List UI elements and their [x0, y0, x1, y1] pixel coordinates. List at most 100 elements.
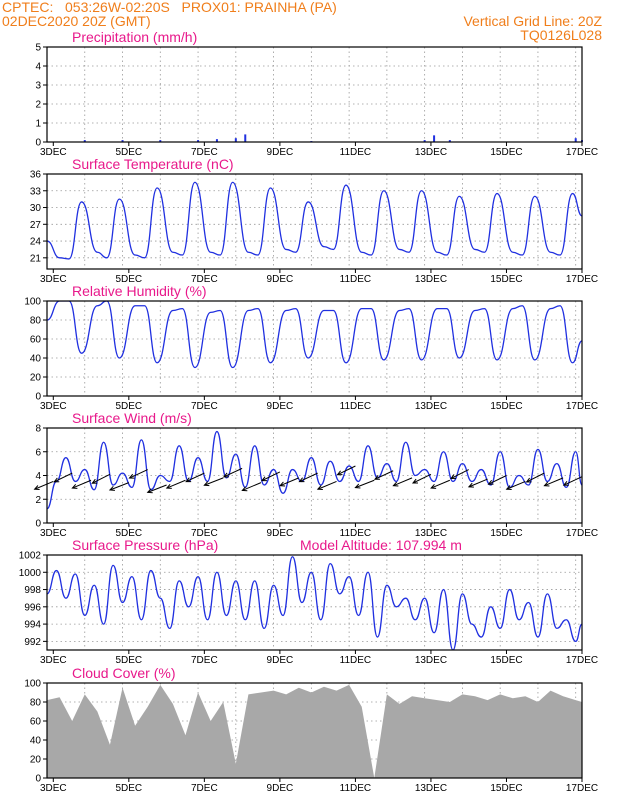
y-tick-label: 0: [35, 138, 41, 149]
x-tick-label: 3DEC: [40, 783, 67, 794]
cloud-panel-title: Cloud Cover (%): [72, 665, 175, 681]
wind-arrow: [373, 470, 394, 480]
panel-frame: [46, 682, 583, 779]
y-tick-label: 60: [30, 717, 42, 728]
panel-frame: [46, 46, 583, 143]
wind-arrow: [392, 477, 413, 487]
wind-arrow: [279, 477, 299, 487]
header-model-code: TQ0126L028: [520, 27, 602, 43]
panel-frame: [46, 173, 583, 270]
y-tick-label: 8: [35, 424, 41, 435]
pressure-panel-title: Surface Pressure (hPa): [72, 537, 218, 553]
x-tick-label: 11DEC: [340, 274, 372, 285]
header-datetime: 02DEC2020 20Z (GMT): [2, 13, 151, 29]
precip-bar: [234, 138, 237, 142]
x-tick-label: 11DEC: [340, 528, 372, 539]
y-tick-label: 60: [30, 335, 42, 346]
x-tick-label: 9DEC: [267, 147, 294, 158]
panel-cloud: 0 20 40 60 80 100 3DEC 5DEC 7DEC 9DEC 11DEC 13DEC 15…: [24, 665, 598, 794]
panel-rh: 0 20 40 60 80 100 3DEC 5DEC 7DEC 9DEC 11DEC 13DEC 15…: [24, 283, 598, 412]
wind-arrow: [487, 475, 507, 485]
wind-arrow: [562, 476, 583, 486]
wind-arrow: [411, 473, 432, 484]
x-tick-label: 17DEC: [566, 401, 598, 412]
x-tick-label: 9DEC: [267, 274, 294, 285]
x-tick-label: 11DEC: [340, 783, 372, 794]
y-tick-label: 996: [24, 602, 41, 613]
wind-arrow: [543, 477, 564, 487]
x-tick-label: 15DEC: [490, 147, 522, 158]
x-tick-label: 17DEC: [566, 528, 598, 539]
x-tick-label: 11DEC: [340, 147, 372, 158]
x-tick-label: 3DEC: [40, 274, 67, 285]
rh-panel-title: Relative Humidity (%): [72, 283, 207, 299]
wind-arrow: [430, 479, 451, 489]
x-tick-label: 3DEC: [40, 528, 67, 539]
x-tick-label: 5DEC: [115, 655, 142, 666]
x-tick-label: 7DEC: [191, 274, 218, 285]
y-tick-label: 1002: [19, 551, 42, 562]
x-tick-label: 17DEC: [566, 655, 598, 666]
rh-series-line: [47, 301, 582, 369]
x-tick-label: 11DEC: [340, 655, 372, 666]
x-tick-label: 13DEC: [415, 274, 447, 285]
wind-arrow: [185, 472, 205, 483]
x-tick-label: 7DEC: [191, 401, 218, 412]
wind-arrow: [316, 480, 337, 491]
x-tick-label: 17DEC: [566, 274, 598, 285]
y-tick-label: 0: [35, 519, 41, 530]
y-tick-label: 998: [24, 585, 41, 596]
x-tick-label: 5DEC: [115, 401, 142, 412]
y-tick-label: 4: [35, 62, 41, 73]
x-tick-label: 5DEC: [115, 274, 142, 285]
wind-arrow: [91, 473, 111, 484]
x-tick-label: 3DEC: [40, 147, 67, 158]
y-tick-label: 100: [24, 297, 41, 308]
wind-series-line: [47, 430, 582, 510]
panel-frame: [46, 300, 583, 397]
y-tick-label: 20: [30, 755, 42, 766]
x-tick-label: 5DEC: [115, 147, 142, 158]
x-tick-label: 15DEC: [490, 528, 522, 539]
header-grid-note: Vertical Grid Line: 20Z: [463, 13, 602, 29]
wind-arrow: [336, 465, 356, 476]
x-tick-label: 15DEC: [490, 401, 522, 412]
wind-arrow: [450, 469, 469, 479]
wind-panel-title: Surface Wind (m/s): [72, 410, 192, 426]
y-tick-label: 0: [35, 392, 41, 403]
x-tick-label: 7DEC: [191, 528, 218, 539]
panel-frame: [46, 554, 583, 651]
y-tick-label: 6: [35, 447, 41, 458]
y-tick-label: 2: [35, 100, 41, 111]
wind-arrow: [260, 471, 281, 482]
precip-bar: [423, 140, 426, 142]
wind-arrow: [108, 482, 130, 491]
wind-arrow: [222, 467, 243, 478]
precip-bar: [121, 140, 124, 142]
precip-bar: [215, 139, 218, 142]
wind-arrow: [467, 478, 488, 488]
y-tick-label: 80: [30, 698, 42, 709]
y-tick-label: 30: [30, 203, 42, 214]
precip-bar: [574, 138, 577, 142]
y-tick-label: 80: [30, 316, 42, 327]
header-location: CPTEC: 053:26W-02:20S PROX01: PRAINHA (P…: [2, 0, 337, 15]
model-altitude-annotation: Model Altitude: 107.994 m: [300, 537, 462, 553]
panel-pressure: 992 994 996 998 1000 1002 3DEC 5DEC 7DEC 9DEC 11DE…: [19, 537, 598, 666]
wind-arrow: [525, 472, 545, 483]
precip-bar: [244, 134, 247, 142]
temp-panel-title: Surface Temperature (nC): [72, 156, 234, 172]
wind-arrow: [298, 472, 318, 483]
wind-arrow: [354, 479, 375, 489]
y-tick-label: 4: [35, 471, 41, 482]
y-tick-label: 40: [30, 354, 42, 365]
y-tick-label: 21: [30, 253, 42, 264]
y-tick-label: 36: [30, 170, 42, 181]
x-tick-label: 5DEC: [115, 528, 142, 539]
wind-arrow: [71, 479, 92, 489]
x-tick-label: 15DEC: [490, 783, 522, 794]
wind-arrow: [128, 469, 148, 479]
x-tick-label: 15DEC: [490, 655, 522, 666]
temp-series-line: [47, 181, 582, 260]
panel-temp: 21 24 27 30 33 36 3DEC 5DEC 7DEC 9DEC 11DEC 13DEC 15…: [30, 156, 598, 285]
